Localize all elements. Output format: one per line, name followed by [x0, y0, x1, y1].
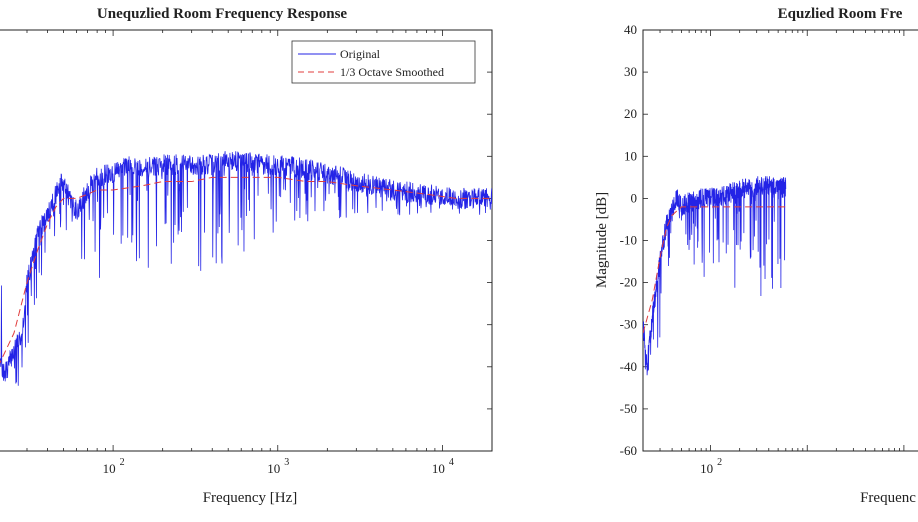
- y-tick-label: 30: [624, 64, 637, 79]
- x-axis-label: Frequenc: [860, 490, 916, 506]
- plot-series: [643, 176, 787, 376]
- x-tick-label: 10: [432, 461, 445, 476]
- series-original-line: [643, 176, 787, 376]
- equalized-chart: Equzlied Room Fre 40 30 20 10 0 -10 -20 -30 -40 -…: [594, 6, 918, 506]
- series-smoothed-line: [0, 176, 492, 364]
- y-tick-label: 0: [631, 190, 638, 205]
- y-axis-label: Magnitude [dB]: [594, 192, 610, 288]
- x-axis-label: Frequency [Hz]: [203, 490, 298, 506]
- plot-frame: [0, 29, 493, 452]
- chart-title: Equzlied Room Fre: [778, 6, 903, 22]
- x-tick-exponent: 3: [284, 457, 289, 468]
- x-tick-exponent: 2: [120, 457, 125, 468]
- x-axis-ticks: 10 2 10 3 10 4: [26, 29, 493, 476]
- y-tick-label: 10: [624, 148, 637, 163]
- chart-title: Unequzlied Room Frequency Response: [97, 6, 347, 22]
- plot-series: [0, 151, 492, 386]
- x-tick-label: 10: [267, 461, 280, 476]
- x-tick-exponent: 4: [449, 457, 454, 468]
- legend: Original 1/3 Octave Smoothed: [291, 40, 476, 84]
- y-tick-label: 40: [624, 22, 637, 37]
- y-tick-label: 20: [624, 106, 637, 121]
- legend-entry-smoothed: 1/3 Octave Smoothed: [340, 65, 444, 79]
- y-tick-label: -10: [620, 233, 637, 248]
- y-axis-ticks: 40 30 20 10 0 -10 -20 -30 -40 -50 -60: [620, 22, 648, 458]
- unequalized-chart: Unequzlied Room Frequency Response 10 2 10…: [0, 6, 493, 506]
- y-tick-label: -60: [620, 443, 637, 458]
- y-tick-label: -40: [620, 359, 637, 374]
- legend-box: [291, 40, 476, 84]
- y-tick-label: -20: [620, 275, 637, 290]
- x-tick-label: 10: [103, 461, 116, 476]
- series-original-line: [0, 151, 492, 386]
- x-tick-label: 10: [700, 461, 713, 476]
- x-axis-ticks: 10 2: [642, 30, 905, 476]
- y-tick-label: -50: [620, 401, 637, 416]
- series-smoothed-line: [643, 206, 786, 334]
- legend-entry-original: Original: [340, 47, 381, 61]
- y-tick-label: -30: [620, 317, 637, 332]
- x-tick-exponent: 2: [717, 457, 722, 468]
